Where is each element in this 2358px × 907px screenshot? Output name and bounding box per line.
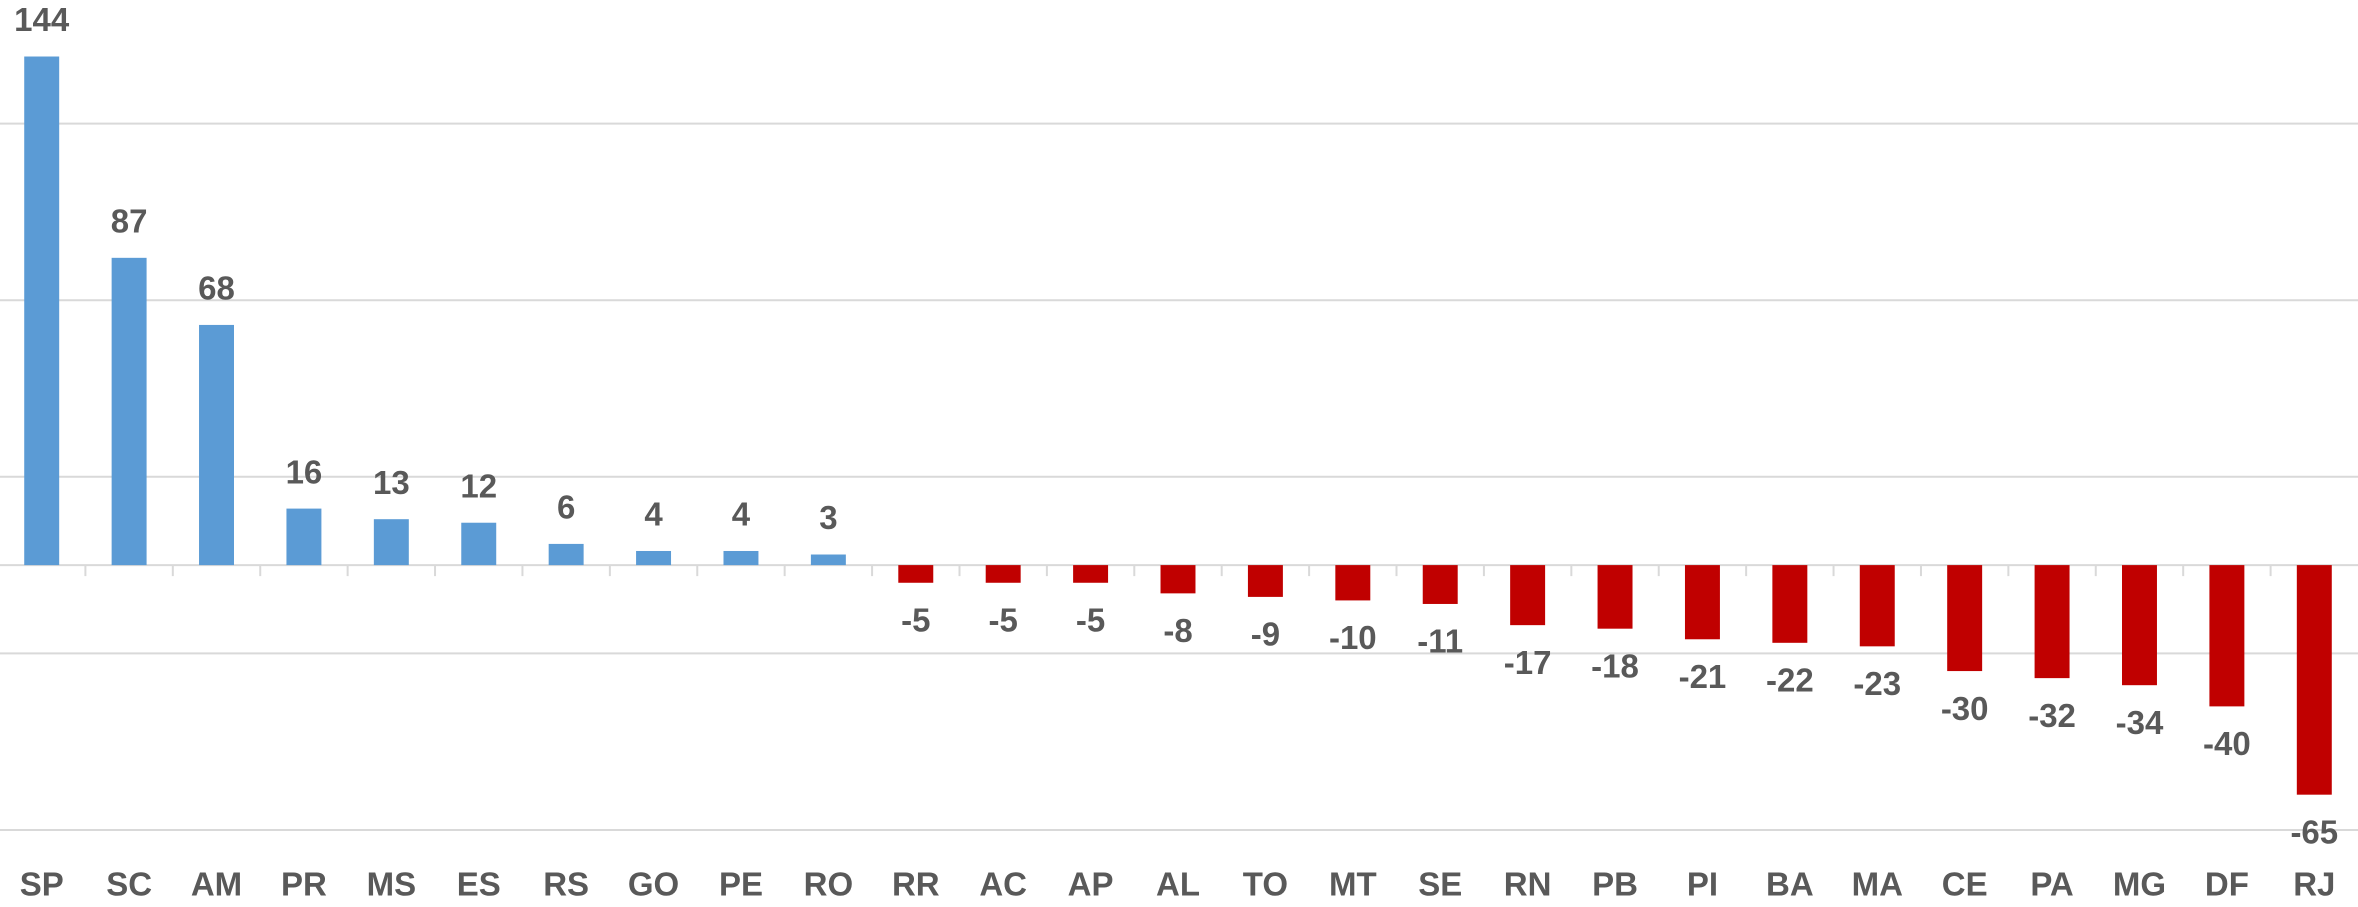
bar <box>1073 565 1109 583</box>
x-tick-label: MT <box>1329 866 1377 903</box>
x-tick-label: MG <box>2113 866 2166 903</box>
bar <box>24 56 60 566</box>
bar <box>548 543 584 566</box>
x-tick-label: SP <box>20 866 64 903</box>
value-label: 68 <box>198 270 235 307</box>
bar <box>1597 565 1633 629</box>
value-label: -23 <box>1853 665 1901 702</box>
x-tick-label: ES <box>457 866 501 903</box>
bar <box>1859 565 1895 647</box>
bar <box>723 550 759 566</box>
value-label: -17 <box>1504 644 1552 681</box>
x-tick-label: PA <box>2030 866 2073 903</box>
bar <box>1684 565 1720 640</box>
value-label: -65 <box>2290 813 2338 850</box>
x-tick-label: PR <box>281 866 327 903</box>
value-label: -8 <box>1163 612 1192 649</box>
bar <box>985 565 1021 583</box>
bar <box>286 508 322 566</box>
value-label: -40 <box>2203 725 2251 762</box>
x-tick-label: PE <box>719 866 763 903</box>
x-tick-label: GO <box>628 866 679 903</box>
x-tick-label: SE <box>1418 866 1462 903</box>
value-label: -11 <box>1417 623 1463 660</box>
value-label: -5 <box>1076 601 1105 638</box>
x-tick-label: AL <box>1156 866 1200 903</box>
x-tick-label: BA <box>1766 866 1814 903</box>
value-label: 87 <box>111 203 148 240</box>
value-label: -30 <box>1941 690 1989 727</box>
bar <box>1335 565 1371 601</box>
value-label: -22 <box>1766 662 1814 699</box>
value-label: 4 <box>644 496 663 533</box>
bar <box>1947 565 1983 672</box>
value-label: -21 <box>1679 658 1727 695</box>
x-tick-label: PB <box>1592 866 1638 903</box>
x-tick-label: PI <box>1687 866 1718 903</box>
x-tick-label: RN <box>1504 866 1552 903</box>
bar <box>2122 565 2157 686</box>
value-label: -9 <box>1251 616 1280 653</box>
bar <box>1160 565 1196 594</box>
value-label: -5 <box>989 601 1018 638</box>
value-label: -32 <box>2028 697 2076 734</box>
bar <box>111 257 147 566</box>
bar <box>1510 565 1546 626</box>
value-label: 12 <box>460 467 497 504</box>
bar <box>2296 565 2332 795</box>
value-label: 16 <box>286 453 323 490</box>
value-label: 13 <box>373 464 410 501</box>
bar <box>1247 565 1283 597</box>
bar <box>1772 565 1808 643</box>
value-label: -10 <box>1329 619 1377 656</box>
value-label: 144 <box>14 1 70 38</box>
value-label: -34 <box>2116 704 2164 741</box>
x-tick-label: RR <box>892 866 940 903</box>
bar <box>2209 565 2245 707</box>
value-label: 6 <box>557 489 575 526</box>
x-tick-label: TO <box>1243 866 1288 903</box>
bar <box>2034 565 2070 679</box>
bar <box>810 554 846 566</box>
x-tick-label: AC <box>979 866 1027 903</box>
x-tick-label: RJ <box>2293 866 2335 903</box>
x-tick-label: RS <box>543 866 589 903</box>
value-label: -5 <box>901 601 930 638</box>
bar <box>1422 565 1458 604</box>
bar <box>461 522 497 566</box>
x-tick-label: RO <box>804 866 854 903</box>
value-label: 4 <box>732 496 751 533</box>
x-tick-label: MA <box>1852 866 1903 903</box>
bar <box>199 324 234 566</box>
bar <box>636 550 672 566</box>
x-tick-label: CE <box>1942 866 1988 903</box>
value-label: 3 <box>819 499 837 536</box>
x-tick-label: MS <box>367 866 417 903</box>
x-tick-label: SC <box>106 866 152 903</box>
value-label: -18 <box>1591 647 1639 684</box>
x-tick-label: DF <box>2205 866 2249 903</box>
x-tick-label: AM <box>191 866 242 903</box>
x-tick-label: AP <box>1068 866 1114 903</box>
bar <box>898 565 934 583</box>
bar <box>373 519 409 566</box>
